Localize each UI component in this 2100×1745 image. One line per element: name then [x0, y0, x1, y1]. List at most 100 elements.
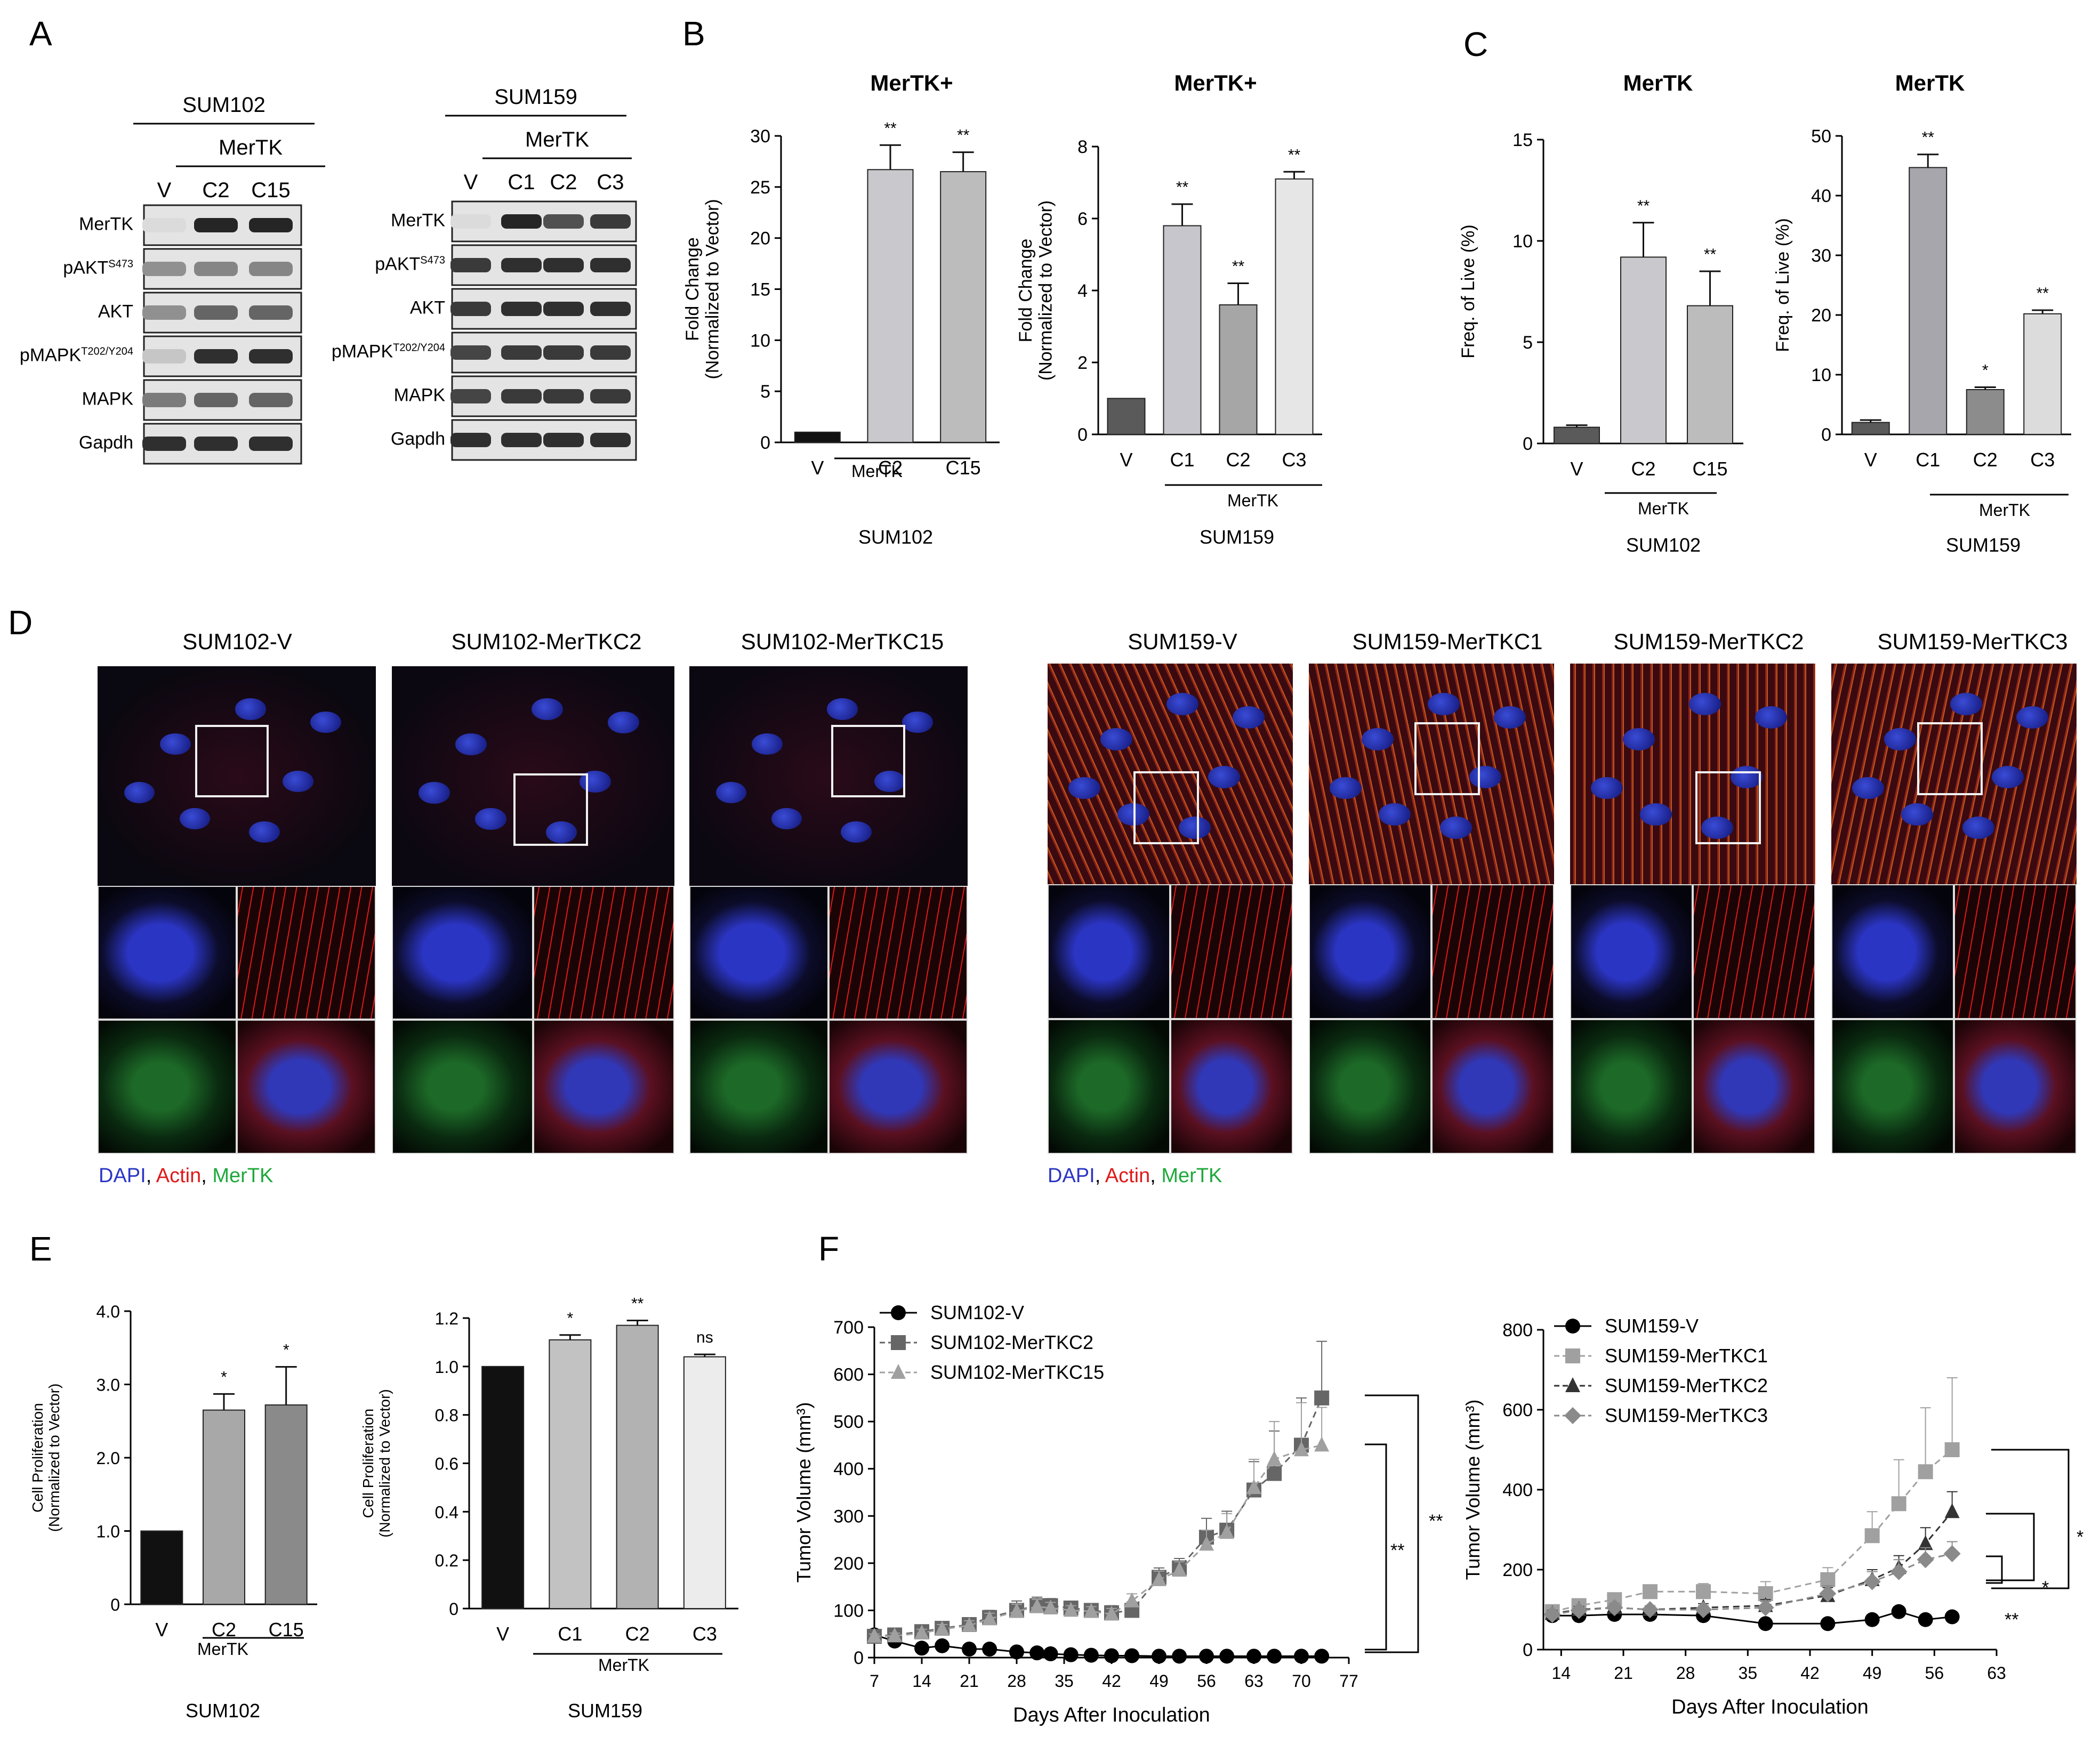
y-tick-label: 300 [833, 1506, 864, 1526]
y-tick-label: 20 [1811, 305, 1831, 326]
significance-label: ns [696, 1329, 713, 1346]
data-point-marker [1864, 1612, 1880, 1627]
nucleus-blob [1992, 765, 2024, 788]
y-axis-label: Tumor Volume (mm³) [1462, 1400, 1484, 1580]
chart-title: MerTK+ [1174, 70, 1257, 95]
nucleus-blob [1440, 817, 1472, 839]
nucleus-blob [2016, 706, 2049, 729]
legend-mertk: MerTK [1161, 1165, 1222, 1187]
group-label: MerTK [1227, 491, 1278, 510]
group-label: MerTK [851, 462, 903, 481]
data-point-marker [1083, 1603, 1099, 1618]
data-point-marker [1820, 1572, 1836, 1587]
y-tick-label: 25 [750, 177, 770, 198]
zoom-mertk [1831, 1019, 1954, 1154]
blot-band [590, 214, 631, 229]
significance-bracket [1365, 1394, 1419, 1653]
y-tick-label: 0.8 [435, 1406, 458, 1425]
bar-chart-b-sum159: MerTK+ 0 2 4 6 8 Fold Change(Normalized to Vec… [1016, 70, 1322, 548]
y-tick-label: 200 [1502, 1560, 1533, 1580]
significance-bracket [1365, 1443, 1387, 1651]
x-tick-label: V [1120, 449, 1132, 471]
nucleus-blob [1179, 817, 1211, 839]
nucleus-blob [1884, 728, 1916, 751]
y-axis-label: Freq. of Live (%) [1773, 218, 1793, 352]
micrograph-title: SUM159-MerTKC1 [1352, 629, 1542, 654]
bar-chart-e-sum102: 0 1.0 2.0 3.0 4.0 Cell Proliferation(Normaliz… [29, 1302, 317, 1722]
blot-band [543, 214, 584, 229]
legend-entry: SUM159-V [1605, 1315, 1699, 1337]
x-tick-label: C2 [625, 1623, 650, 1645]
blot-band [590, 345, 631, 360]
bar [264, 1404, 308, 1605]
x-tick-label: C3 [693, 1623, 717, 1645]
significance-bracket [1986, 1513, 2035, 1581]
data-point-marker [1944, 1442, 1960, 1457]
nucleus-blob [1379, 803, 1411, 826]
data-point-marker [1124, 1592, 1140, 1607]
data-point-marker [1606, 1599, 1623, 1617]
bar [1851, 422, 1890, 435]
nucleus-blob [283, 771, 313, 793]
blot-band [249, 437, 293, 451]
data-point-marker [1314, 1390, 1330, 1405]
y-tick-label: 800 [1502, 1320, 1533, 1340]
legend-entry: SUM102-V [930, 1302, 1024, 1323]
panel-label-c: C [1463, 25, 1488, 63]
y-tick-label: 100 [833, 1601, 864, 1621]
nucleus-blob [1901, 803, 1933, 826]
y-tick-label: 600 [833, 1365, 864, 1385]
data-point-marker [1565, 1348, 1580, 1363]
y-tick-label: 0.2 [435, 1551, 458, 1570]
zoom-merge [533, 1020, 674, 1154]
data-point-marker [891, 1364, 906, 1379]
blot-band [142, 262, 186, 276]
blot-band [543, 389, 584, 403]
micrograph-panel [392, 666, 674, 1154]
significance-label: * [2077, 1527, 2083, 1547]
data-point-marker [1570, 1602, 1588, 1619]
significance-label: ** [2005, 1610, 2018, 1630]
significance-label: * [2042, 1578, 2049, 1598]
zoom-actin [1170, 884, 1293, 1019]
y-tick-label: 15 [750, 280, 770, 300]
data-point-marker [1043, 1646, 1058, 1661]
bar [1909, 167, 1948, 435]
y-tick-label: 10 [750, 330, 770, 351]
data-point-marker [1029, 1598, 1045, 1613]
data-point-marker [1917, 1551, 1934, 1569]
bar [1107, 398, 1146, 435]
x-axis-label: Days After Inoculation [1671, 1696, 1869, 1718]
nucleus-blob [1330, 777, 1362, 799]
nucleus-blob [1117, 803, 1149, 826]
zoom-actin [1954, 884, 2077, 1019]
data-point-marker [935, 1620, 950, 1636]
data-point-marker [1891, 1496, 1906, 1512]
y-tick-label: 0 [110, 1595, 120, 1614]
bar [1554, 426, 1600, 444]
significance-bracket [1986, 1555, 2003, 1584]
x-tick-label: V [496, 1623, 509, 1645]
data-point-marker [1063, 1647, 1079, 1662]
x-tick-label: C15 [1692, 458, 1727, 480]
data-point-marker [1172, 1649, 1187, 1664]
data-point-marker [1864, 1528, 1880, 1544]
bar [1275, 178, 1314, 435]
data-point-marker [1294, 1441, 1309, 1457]
significance-label: * [567, 1310, 574, 1327]
chart-title: MerTK [1623, 70, 1693, 95]
micrograph-panel [1048, 664, 1293, 1154]
cell-line-label: SUM159 [1200, 526, 1274, 548]
group-label: MerTK [598, 1655, 649, 1675]
micrograph-overview [689, 666, 968, 886]
y-tick-label: 4.0 [96, 1302, 120, 1321]
nucleus-blob [475, 808, 506, 830]
bar [1687, 305, 1733, 444]
bar [940, 171, 987, 443]
blot-band [590, 258, 631, 272]
blot-band [450, 433, 491, 447]
blot-band [194, 437, 238, 451]
x-tick-label: C2 [1973, 449, 1998, 471]
lane-label: C1 [508, 171, 535, 194]
nucleus-blob [608, 712, 639, 733]
